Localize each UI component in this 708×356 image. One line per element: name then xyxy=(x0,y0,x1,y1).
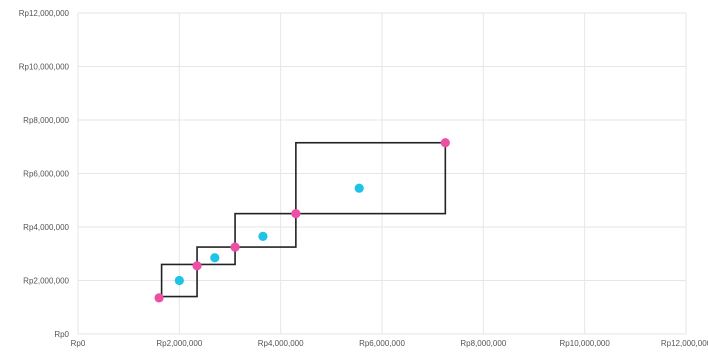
x-tick-label: Rp4,000,000 xyxy=(258,339,304,348)
y-tick-label: Rp12,000,000 xyxy=(19,9,70,18)
y-tick-label: Rp6,000,000 xyxy=(23,170,69,179)
pink-data-point xyxy=(291,209,301,219)
y-tick-label: Rp4,000,000 xyxy=(23,223,69,232)
data-point-layer xyxy=(154,138,450,303)
range-box xyxy=(196,246,236,266)
range-box xyxy=(295,141,447,215)
x-tick-label: Rp8,000,000 xyxy=(460,339,506,348)
range-box xyxy=(160,263,198,298)
range-box-layer xyxy=(160,141,447,298)
cyan-data-point xyxy=(258,231,268,241)
x-tick-label: Rp6,000,000 xyxy=(359,339,405,348)
cyan-data-point xyxy=(210,253,220,263)
cyan-data-point xyxy=(174,275,184,286)
y-tick-label: Rp2,000,000 xyxy=(23,277,69,286)
range-box xyxy=(234,212,297,248)
x-axis-ticks: Rp0 Rp2,000,000 Rp4,000,000 Rp6,000,000 Rp8,… xyxy=(71,339,708,348)
pink-data-point xyxy=(230,242,240,252)
x-tick-label: Rp0 xyxy=(71,339,86,348)
cyan-data-point xyxy=(354,183,364,193)
x-tick-label: Rp2,000,000 xyxy=(156,339,202,348)
y-tick-label: Rp0 xyxy=(54,330,69,339)
pink-data-point xyxy=(192,261,202,271)
y-axis-ticks: Rp0 Rp2,000,000 Rp4,000,000 Rp6,000,000 Rp8,… xyxy=(19,9,70,339)
grid-layer xyxy=(77,12,687,335)
pink-data-point xyxy=(440,138,450,148)
pink-data-point xyxy=(154,293,164,303)
y-tick-label: Rp10,000,000 xyxy=(19,63,70,72)
x-tick-label: Rp12,000,000 xyxy=(661,339,708,348)
y-tick-label: Rp8,000,000 xyxy=(23,116,69,125)
x-tick-label: Rp10,000,000 xyxy=(560,339,611,348)
